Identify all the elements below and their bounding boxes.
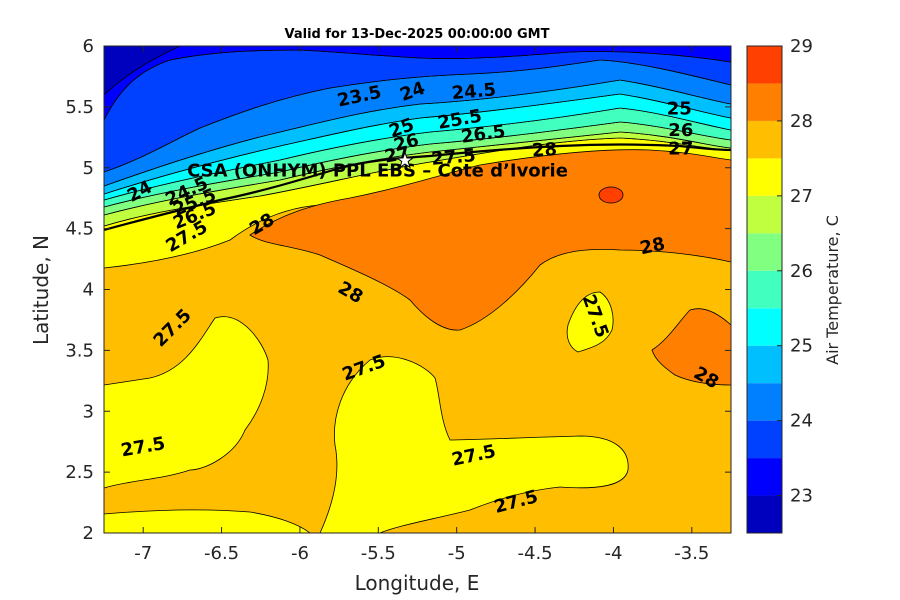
x-tick-label: -5.5 xyxy=(361,543,396,564)
x-tick-label: -4.5 xyxy=(518,543,553,564)
colorbar xyxy=(747,46,782,533)
colorbar-swatch xyxy=(747,383,782,421)
y-tick-label: 3 xyxy=(83,401,94,422)
colorbar-tick-label: 23 xyxy=(790,486,813,507)
band-27-27.5-southwest xyxy=(104,509,311,533)
x-tick-label: -3.5 xyxy=(674,543,709,564)
band-22.5-23 xyxy=(104,46,181,96)
y-axis-ticks: 2 2.5 3 3.5 4 4.5 5 5.5 6 xyxy=(65,36,731,544)
y-axis-label: Latitude, N xyxy=(29,235,53,345)
colorbar-swatch xyxy=(747,345,782,384)
colorbar-swatch xyxy=(747,233,782,271)
colorbar-tick-label: 27 xyxy=(790,186,813,207)
colorbar-swatch xyxy=(747,308,782,346)
y-tick-label: 5 xyxy=(83,158,94,179)
band-28-28.5-east xyxy=(651,308,731,386)
colorbar-tick-label: 26 xyxy=(790,261,813,282)
colorbar-tick-label: 25 xyxy=(790,336,813,357)
band-23-23.5 xyxy=(104,46,731,121)
contour-label: 28 xyxy=(531,139,557,161)
colorbar-tick-label: 29 xyxy=(790,36,813,57)
colorbar-swatch xyxy=(747,120,782,159)
colorbar-swatch xyxy=(747,158,782,196)
colorbar-swatch xyxy=(747,270,782,309)
colorbar-swatch xyxy=(747,458,782,496)
y-tick-label: 6 xyxy=(83,36,94,57)
x-tick-label: -5 xyxy=(448,543,466,564)
site-label: CSA (ONHYM) PPL EBS – Cote d’Ivorie xyxy=(187,160,568,181)
band-28.5-29-spot xyxy=(598,186,624,204)
coastline xyxy=(104,143,731,232)
colorbar-tick-label: 24 xyxy=(790,411,813,432)
colorbar-frame xyxy=(746,45,783,534)
colorbar-swatch xyxy=(747,195,782,234)
colorbar-ticks: 23 24 25 26 27 28 29 xyxy=(777,36,813,507)
contour-label: 26 xyxy=(668,120,693,141)
y-tick-label: 4.5 xyxy=(65,219,94,240)
band-27-27.5-west xyxy=(104,316,269,489)
x-tick-label: -6.5 xyxy=(204,543,239,564)
x-axis-ticks: -7 -6.5 -6 -5.5 -5 -4.5 -4 -3.5 xyxy=(134,46,709,564)
band-27-27.5-east-patch xyxy=(566,291,614,353)
x-axis-label: Longitude, E xyxy=(355,571,480,595)
colorbar-swatch xyxy=(747,83,782,121)
contour-label: 24.5 xyxy=(451,79,497,104)
y-tick-label: 5.5 xyxy=(65,97,94,118)
y-tick-label: 2 xyxy=(83,523,94,544)
colorbar-swatch xyxy=(747,46,782,84)
y-tick-label: 4 xyxy=(83,280,94,301)
site-marker-group: CSA (ONHYM) PPL EBS – Cote d’Ivorie xyxy=(187,150,568,181)
x-tick-label: -4 xyxy=(604,543,622,564)
contour-label: 27.5 xyxy=(430,145,476,170)
site-star-icon[interactable] xyxy=(395,150,415,169)
contour-label: 27 xyxy=(668,138,693,159)
colorbar-swatch xyxy=(747,420,782,459)
contour-label: 25 xyxy=(667,98,692,119)
chart-title: Valid for 13-Dec-2025 00:00:00 GMT xyxy=(285,27,550,42)
x-tick-label: -6 xyxy=(291,543,309,564)
x-tick-label: -7 xyxy=(134,543,152,564)
y-tick-label: 3.5 xyxy=(65,340,94,361)
band-27-27.5-central xyxy=(319,356,629,533)
colorbar-label: Air Temperature, C xyxy=(823,215,842,365)
colorbar-tick-label: 28 xyxy=(790,111,813,132)
colorbar-swatch xyxy=(747,495,782,533)
contour-label: 28 xyxy=(638,234,667,260)
y-tick-label: 2.5 xyxy=(65,462,94,483)
